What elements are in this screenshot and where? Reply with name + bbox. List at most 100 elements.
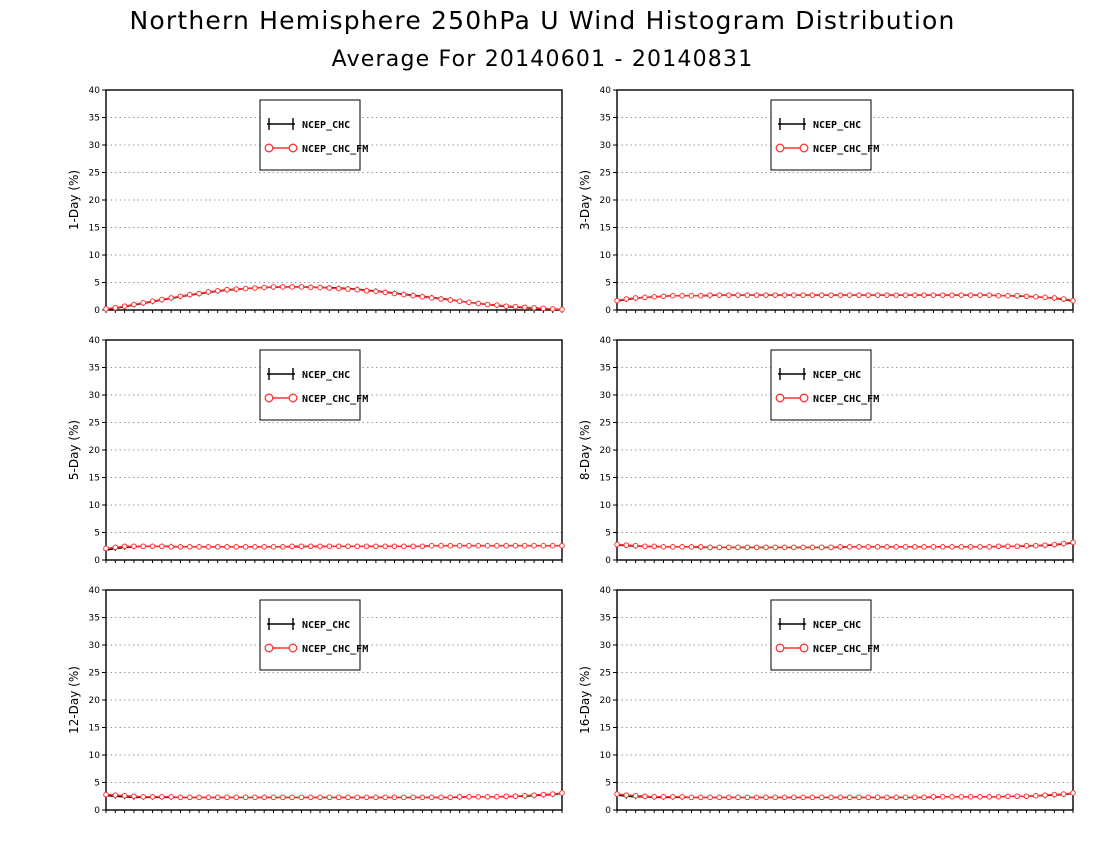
data-point [400,291,407,298]
data-point [214,794,221,801]
data-point [874,292,881,298]
data-point [763,544,769,551]
data-point [335,794,342,801]
data-point [958,544,965,550]
data-point [456,542,463,549]
data-point [159,296,165,303]
data-point [317,543,323,550]
data-point [828,794,834,801]
chart-subtitle: Average For 20140601 - 20140831 [331,47,754,72]
plot-frame [616,339,1074,561]
data-point [177,293,184,300]
y-axis-label: 12-Day (%) [67,666,81,734]
data-point [846,292,853,298]
data-point [744,544,751,551]
data-point [1014,543,1020,550]
y-tick-label: 25 [600,419,611,429]
y-tick-label: 5 [605,279,611,289]
data-point [670,292,676,299]
data-point [1051,541,1058,548]
data-point [400,543,407,550]
data-point [856,794,862,801]
data-point [977,794,983,800]
data-point [642,294,648,301]
data-point [911,292,918,298]
data-point [317,284,323,291]
y-tick-label: 20 [89,196,101,206]
data-point [307,543,314,550]
series-line [105,286,562,311]
data-point [800,794,806,801]
data-point [549,542,556,549]
y-tick-label: 40 [600,86,612,96]
legend: NCEP_CHC NCEP_CHC_FM [770,349,879,421]
y-tick-label: 20 [600,446,612,456]
data-point [484,794,491,800]
data-point [270,544,277,550]
data-point [735,544,741,551]
data-point [214,287,221,294]
data-point [410,794,416,801]
legend-label: NCEP_CHC [813,120,861,131]
data-point [559,306,565,313]
legend-marker [775,143,785,153]
data-point [856,544,862,550]
legend: NCEP_CHC NCEP_CHC_FM [770,599,879,671]
legend-marker [779,368,805,380]
data-point [373,794,379,801]
data-point [363,287,370,294]
data-point [865,292,872,298]
data-point [1051,295,1058,301]
data-point [753,292,760,298]
data-point [967,544,974,550]
y-tick-label: 0 [94,556,100,566]
data-point [159,543,165,550]
data-point [725,292,732,298]
data-point [447,297,454,303]
series-line [105,544,562,550]
data-point [1070,790,1076,796]
y-tick-label: 0 [94,306,100,316]
data-point [298,794,305,801]
data-point [828,544,834,551]
data-point [196,794,202,801]
legend-marker [799,143,809,153]
data-point [224,794,230,801]
data-point [475,300,482,307]
y-tick-label: 5 [94,779,100,789]
legend-label: NCEP_CHC [813,370,861,381]
y-tick-label: 0 [605,306,611,316]
data-point [484,542,491,549]
data-point [1023,293,1030,300]
data-point [884,544,890,550]
y-tick-label: 5 [605,529,611,539]
data-point [837,544,844,550]
legend-label: NCEP_CHC_FM [813,644,879,655]
data-point [995,543,1002,550]
data-point [224,286,230,293]
data-point [103,791,109,798]
data-point [725,794,732,801]
data-point [865,544,872,550]
data-point [466,299,472,306]
y-tick-label: 35 [89,364,100,374]
data-point [716,794,723,801]
data-point [456,298,463,305]
data-point [140,543,147,550]
data-point [140,794,147,800]
data-point [977,544,983,550]
data-point [131,793,137,800]
data-point [428,794,435,801]
legend: NCEP_CHC NCEP_CHC_FM [259,99,368,171]
data-point [837,292,844,298]
data-point [939,794,946,800]
data-point [679,292,685,299]
data-point [531,792,537,798]
data-point [270,284,277,290]
y-tick-label: 0 [94,806,100,816]
data-point [196,290,202,297]
